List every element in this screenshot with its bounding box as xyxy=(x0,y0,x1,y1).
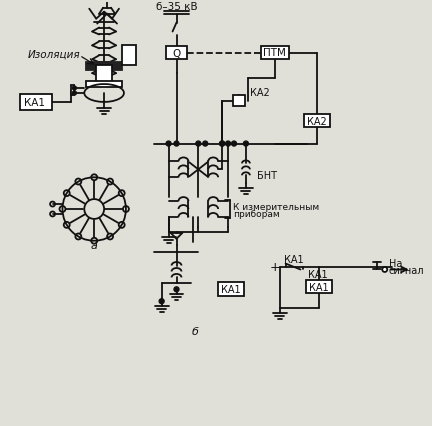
Bar xyxy=(306,281,332,294)
Bar xyxy=(305,115,330,127)
Bar xyxy=(218,283,244,296)
Bar xyxy=(122,46,136,66)
Text: +: + xyxy=(270,260,280,273)
Text: приборам: приборам xyxy=(233,210,280,219)
Bar xyxy=(86,82,122,88)
Text: Изоляция: Изоляция xyxy=(28,49,80,59)
Circle shape xyxy=(382,268,387,272)
Bar xyxy=(86,63,122,71)
Text: Q: Q xyxy=(172,49,181,59)
Text: КА1: КА1 xyxy=(24,98,45,108)
Bar xyxy=(233,96,245,106)
Text: б: б xyxy=(192,326,199,336)
Bar xyxy=(261,47,289,60)
Circle shape xyxy=(232,142,236,147)
Text: сигнал: сигнал xyxy=(389,266,424,276)
Text: б–35 кВ: б–35 кВ xyxy=(156,2,197,12)
Circle shape xyxy=(203,142,208,147)
Circle shape xyxy=(159,299,164,304)
Text: КА1: КА1 xyxy=(284,254,303,264)
Circle shape xyxy=(174,287,179,292)
Text: ПТМ: ПТМ xyxy=(263,48,286,58)
Text: К измерительным: К измерительным xyxy=(233,202,319,211)
Circle shape xyxy=(219,142,225,147)
Circle shape xyxy=(73,87,76,91)
Text: На: На xyxy=(389,258,402,268)
Circle shape xyxy=(73,92,76,96)
Text: а: а xyxy=(91,240,98,250)
Circle shape xyxy=(196,142,201,147)
Text: КА1: КА1 xyxy=(309,283,329,293)
Circle shape xyxy=(226,142,231,147)
Text: БНТ: БНТ xyxy=(257,171,277,181)
Bar xyxy=(165,47,187,60)
Circle shape xyxy=(166,142,171,147)
Bar xyxy=(20,95,51,111)
Text: КА2: КА2 xyxy=(250,88,270,98)
Circle shape xyxy=(174,142,179,147)
Circle shape xyxy=(244,142,248,147)
Text: КА1: КА1 xyxy=(308,270,327,280)
Bar xyxy=(71,86,74,96)
Text: КА1: КА1 xyxy=(221,285,241,295)
Circle shape xyxy=(219,142,225,147)
Text: КА2: КА2 xyxy=(308,116,327,127)
Bar xyxy=(96,66,112,84)
